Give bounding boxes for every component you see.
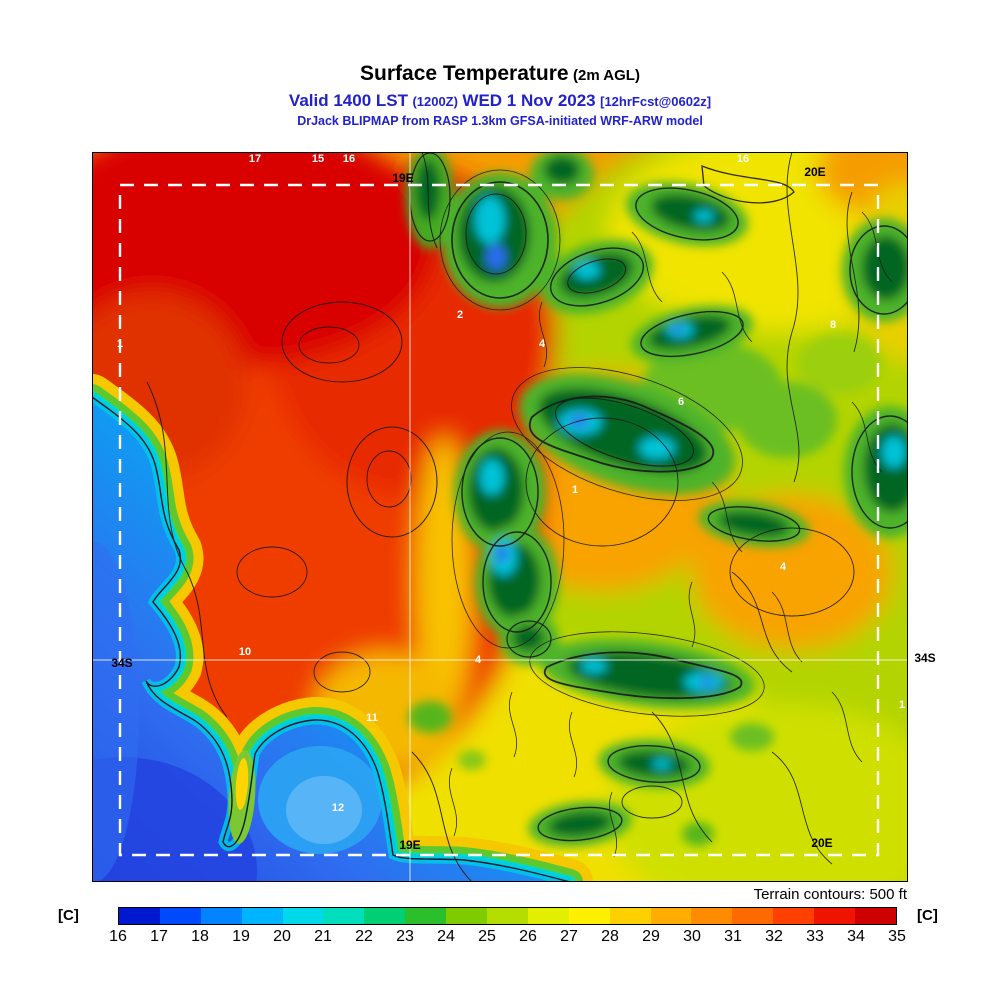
page-title: Surface Temperature (2m AGL) [0,62,1000,86]
colorbar-cell [527,908,569,924]
colorbar-tick: 23 [396,928,414,945]
colorbar-unit-right: [C] [917,907,938,924]
model-line: DrJack BLIPMAP from RASP 1.3km GFSA-init… [297,113,703,128]
colorbar-cell [323,908,365,924]
colorbar-tick: 35 [888,928,906,945]
colorbar-tick: 21 [314,928,332,945]
colorbar-cell [446,908,488,924]
valid-zulu: (1200Z) [412,94,458,110]
colorbar-cell [650,908,692,924]
colorbar-tick: 31 [724,928,742,945]
valid-line: Valid 1400 LST (1200Z) WED 1 Nov 2023 [1… [0,91,1000,111]
colorbar-cell [814,908,856,924]
temperature-map: 17 15 16 16 1 2 4 8 6 1 4 10 4 11 12 1 19E 20E 34S 34S 19E 20… [92,152,936,882]
colorbar-tick: 27 [560,928,578,945]
colorbar-tick: 34 [847,928,865,945]
colorbar-tick: 32 [765,928,783,945]
colorbar-cell [282,908,324,924]
title-text: Surface Temperature [360,62,569,85]
colorbar-cell [241,908,283,924]
colorbar-cell [487,908,528,924]
colorbar-tick: 16 [109,928,127,945]
colorbar-tick: 25 [478,928,496,945]
title-suffix: (2m AGL) [573,67,640,84]
colorbar-tick: 26 [519,928,537,945]
colorbar-cell [568,908,610,924]
colorbar-unit-left: [C] [58,907,79,924]
colorbar-cell [609,908,651,924]
colorbar [118,907,897,925]
temperature-map-svg [92,152,908,882]
colorbar-cell [159,908,201,924]
colorbar-cell [364,908,406,924]
colorbar-tick: 20 [273,928,291,945]
colorbar-tick: 29 [642,928,660,945]
header: Surface Temperature (2m AGL) Valid 1400 … [0,62,1000,128]
colorbar-ticks: 16 17 18 19 20 21 22 23 24 25 26 27 28 29 30 31 32 33 34 35 [109,928,906,948]
colorbar-tick: 18 [191,928,209,945]
colorbar-cell [405,908,447,924]
colorbar-tick: 28 [601,928,619,945]
colorbar-cell [200,908,242,924]
colorbar-tick: 22 [355,928,373,945]
colorbar-tick: 24 [437,928,455,945]
colorbar-cell [119,908,160,924]
colorbar-cell [732,908,774,924]
valid-date: WED 1 Nov 2023 [462,91,596,111]
valid-fcst: [12hrFcst@0602z] [600,94,712,110]
colorbar-cell [773,908,815,924]
colorbar-tick: 33 [806,928,824,945]
colorbar-tick: 19 [232,928,250,945]
valid-prefix: Valid 1400 LST [288,91,408,111]
colorbar-tick: 30 [683,928,701,945]
terrain-contours-note: Terrain contours: 500 ft [753,886,907,903]
coord-label: 34S [914,651,936,665]
colorbar-cell [855,908,896,924]
colorbar-tick: 17 [150,928,168,945]
colorbar-cell [691,908,733,924]
